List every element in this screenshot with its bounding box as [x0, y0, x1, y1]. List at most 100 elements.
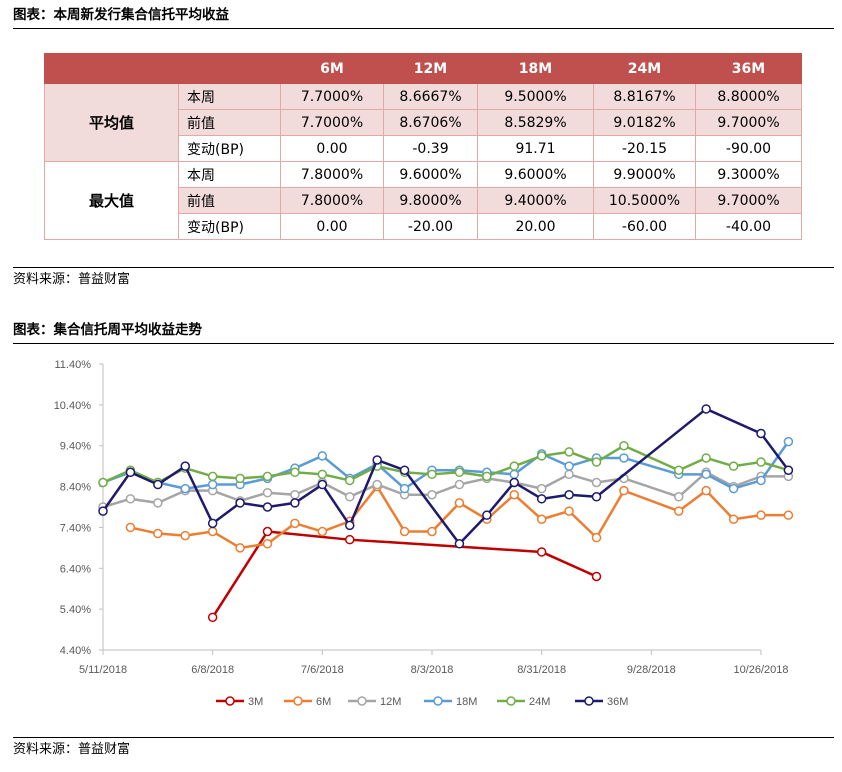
- data-point-36M: [345, 520, 355, 531]
- data-point-12M: [262, 487, 273, 498]
- data-point-6M: [536, 514, 547, 525]
- legend-swatch-marker: [506, 696, 516, 706]
- table-row: 变动(BP) 0.00 -20.00 20.00 -60.00 -40.00: [45, 213, 802, 240]
- yield-table: 6M 12M 18M 24M 36M 平均值 本周 7.7000% 8.6667% 9.…: [44, 53, 802, 240]
- data-point-12M: [125, 494, 136, 504]
- table-cell: 7.7000%: [280, 83, 384, 110]
- data-point-24M: [536, 451, 547, 461]
- data-point-12M: [536, 483, 547, 494]
- table-cell: 9.9000%: [593, 161, 696, 188]
- data-point-24M: [317, 469, 328, 480]
- y-tick-label: 7.40%: [60, 522, 91, 534]
- data-point-36M: [482, 510, 492, 520]
- data-point-6M: [207, 526, 218, 537]
- y-tick-label: 5.40%: [60, 604, 91, 616]
- column-header: 24M: [593, 53, 696, 84]
- table-cell: 8.8000%: [695, 83, 802, 110]
- data-point-18M: [207, 479, 218, 490]
- data-point-6M: [290, 518, 300, 529]
- data-point-36M: [180, 461, 190, 471]
- data-point-3M: [262, 526, 273, 537]
- row-label: 前值: [178, 187, 281, 214]
- data-point-24M: [674, 465, 684, 475]
- x-tick-label: 8/3/2018: [411, 664, 454, 676]
- row-label: 变动(BP): [178, 213, 281, 240]
- data-point-18M: [619, 453, 629, 463]
- data-point-18M: [180, 483, 190, 494]
- table-cell: 9.4000%: [477, 187, 594, 214]
- data-point-36M: [701, 404, 711, 414]
- data-point-24M: [482, 471, 492, 482]
- legend-label: 3M: [248, 696, 263, 708]
- x-tick-label: 9/28/2018: [627, 664, 676, 676]
- legend-swatch-marker: [357, 696, 367, 706]
- column-header: 6M: [280, 53, 384, 84]
- table-cell: 7.8000%: [280, 187, 384, 214]
- data-point-6M: [317, 526, 328, 537]
- data-point-24M: [619, 440, 629, 451]
- data-point-12M: [345, 492, 355, 502]
- data-point-6M: [756, 510, 766, 520]
- table-cell: -40.00: [695, 213, 802, 240]
- table-cell: 8.6706%: [383, 109, 478, 136]
- header-corner: [44, 53, 179, 84]
- data-point-24M: [262, 471, 273, 482]
- data-point-36M: [509, 477, 519, 488]
- row-label: 本周: [178, 161, 281, 188]
- series-line-18M: [102, 440, 790, 490]
- y-tick-label: 4.40%: [60, 645, 91, 657]
- data-point-24M: [454, 467, 465, 478]
- data-point-24M: [290, 467, 300, 478]
- column-header: 36M: [695, 53, 802, 84]
- table-row: 平均值 本周 7.7000% 8.6667% 9.5000% 8.8167% 8.8000%: [44, 83, 802, 162]
- y-tick-label: 8.40%: [60, 482, 91, 494]
- table-cell: 20.00: [477, 213, 594, 240]
- data-point-36M: [98, 506, 108, 516]
- data-point-36M: [372, 455, 382, 465]
- data-point-36M: [235, 498, 245, 508]
- table-cell: 9.7000%: [695, 187, 802, 214]
- x-tick-label: 5/11/2018: [79, 664, 127, 676]
- column-header: 18M: [477, 53, 594, 84]
- data-point-18M: [317, 451, 328, 461]
- data-point-6M: [180, 530, 190, 541]
- table-cell: -90.00: [695, 135, 802, 162]
- data-point-36M: [756, 428, 766, 439]
- data-point-36M: [207, 518, 218, 529]
- data-point-12M: [674, 492, 684, 502]
- chart-source-note: 资料来源：普益财富: [13, 737, 834, 762]
- y-tick-label: 6.40%: [60, 563, 91, 575]
- data-point-18M: [564, 461, 574, 471]
- table-source-note: 资料来源：普益财富: [13, 267, 834, 292]
- data-point-6M: [399, 526, 410, 537]
- data-point-6M: [619, 485, 629, 496]
- header-corner-2: [178, 53, 281, 84]
- data-point-36M: [290, 498, 300, 508]
- data-point-36M: [262, 502, 273, 512]
- table-row: 变动(BP) 0.00 -0.39 91.71 -20.15 -90.00: [45, 135, 802, 162]
- table-cell: 8.5829%: [477, 109, 594, 136]
- data-point-24M: [235, 473, 245, 484]
- data-point-36M: [564, 489, 574, 500]
- table-row: 最大值 本周 7.8000% 9.6000% 9.6000% 9.9000% 9.3000%: [44, 161, 802, 240]
- row-label: 本周: [178, 83, 281, 110]
- table-cell: 8.8167%: [593, 83, 696, 110]
- x-tick-label: 7/6/2018: [301, 664, 344, 676]
- data-point-18M: [783, 436, 794, 447]
- table-row: 前值 7.7000% 8.6706% 8.5829% 9.0182% 9.7000%: [45, 109, 802, 136]
- data-point-24M: [509, 461, 519, 471]
- data-point-24M: [345, 475, 355, 486]
- legend-label: 36M: [607, 696, 628, 708]
- table-cell: 9.6000%: [477, 161, 594, 188]
- data-point-6M: [564, 506, 574, 516]
- table-cell: 91.71: [477, 135, 594, 162]
- data-point-6M: [701, 485, 711, 496]
- data-point-12M: [564, 469, 574, 480]
- data-point-36M: [783, 465, 794, 475]
- table-cell: 7.7000%: [280, 109, 384, 136]
- table-row: 前值 7.8000% 9.8000% 9.4000% 10.5000% 9.7000%: [45, 187, 802, 214]
- group-label: 平均值: [44, 83, 179, 162]
- data-point-36M: [125, 467, 136, 478]
- table-cell: 9.5000%: [477, 83, 594, 110]
- table-cell: 0.00: [280, 135, 384, 162]
